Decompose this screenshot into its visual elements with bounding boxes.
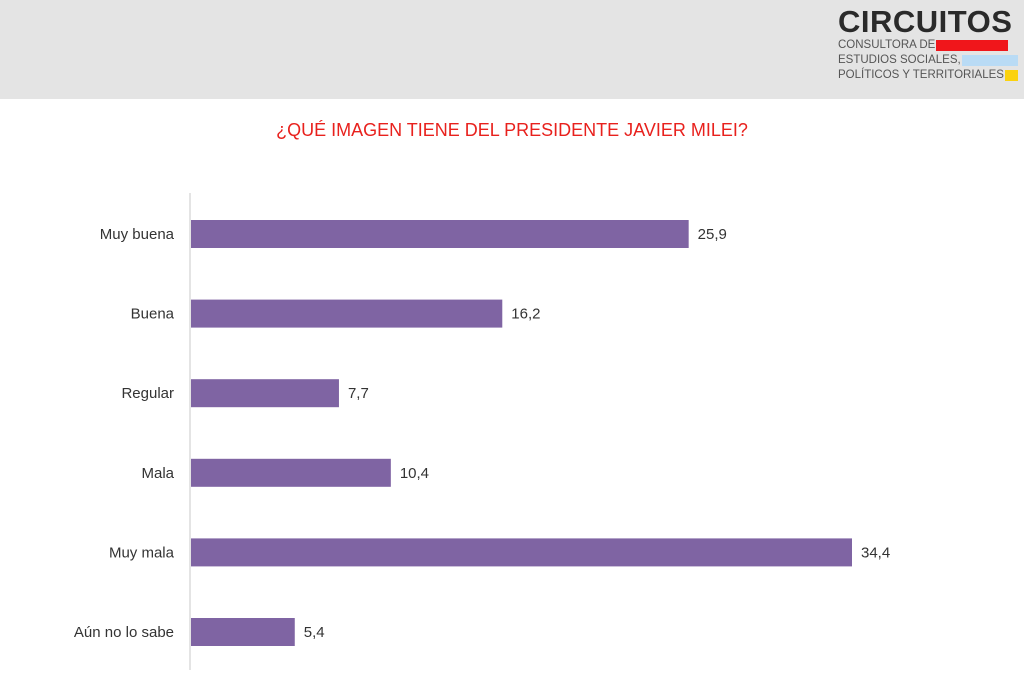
value-label: 16,2: [511, 306, 540, 323]
bar: [191, 618, 295, 646]
bar: [191, 220, 689, 248]
value-label: 25,9: [698, 226, 727, 243]
bar: [191, 458, 391, 487]
logo-line-2: ESTUDIOS SOCIALES,: [838, 53, 1018, 68]
logo-line-3: POLÍTICOS Y TERRITORIALES: [838, 68, 1018, 83]
value-label: 7,7: [348, 385, 369, 402]
category-label: Regular: [121, 385, 174, 402]
category-label: Mala: [141, 465, 174, 482]
header-band: [0, 0, 1024, 99]
bar: [191, 538, 852, 567]
logo-line-1: CONSULTORA DE: [838, 38, 1018, 53]
category-label: Aún no lo sabe: [74, 624, 174, 641]
bar: [191, 299, 503, 328]
value-label: 10,4: [400, 465, 429, 482]
value-label: 34,4: [861, 544, 890, 561]
chart-title: ¿QUÉ IMAGEN TIENE DEL PRESIDENTE JAVIER …: [276, 120, 748, 140]
category-label: Muy mala: [109, 544, 175, 561]
category-label: Muy buena: [100, 226, 175, 243]
circuitos-logo: CIRCUITOS CONSULTORA DE ESTUDIOS SOCIALE…: [838, 6, 1018, 83]
bar: [191, 379, 339, 408]
category-label: Buena: [131, 306, 175, 323]
logo-name: CIRCUITOS: [838, 4, 1013, 39]
value-label: 5,4: [304, 624, 325, 641]
